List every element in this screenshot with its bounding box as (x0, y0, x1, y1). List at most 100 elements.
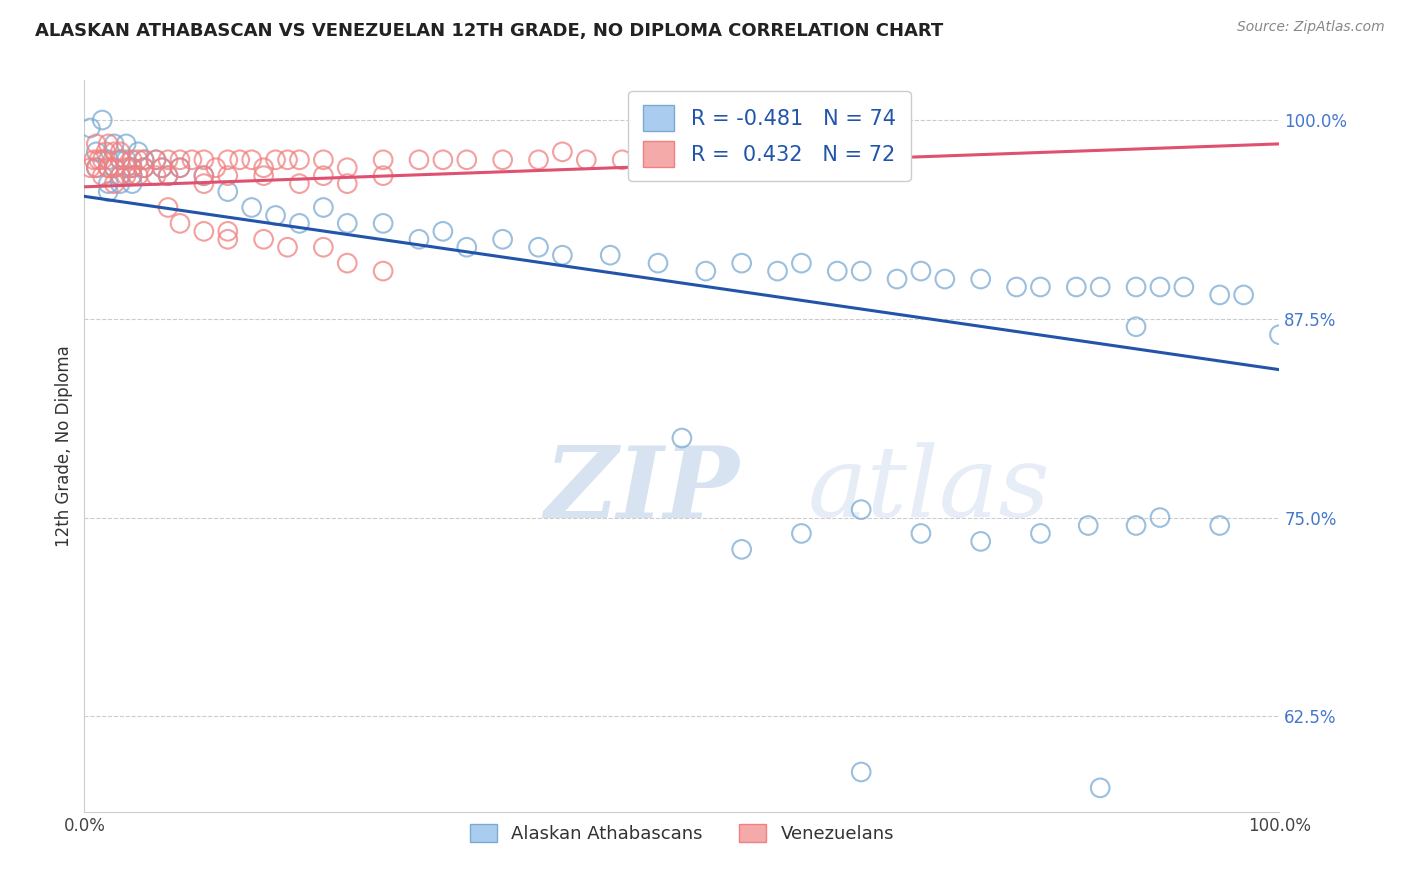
Text: ALASKAN ATHABASCAN VS VENEZUELAN 12TH GRADE, NO DIPLOMA CORRELATION CHART: ALASKAN ATHABASCAN VS VENEZUELAN 12TH GR… (35, 22, 943, 40)
Point (934, 272, 956, 286)
Point (110, 153, 132, 167)
Point (575, 153, 598, 167)
Point (145, 169, 167, 183)
Point (373, 169, 395, 183)
Point (193, 177, 215, 191)
Point (373, 264, 395, 278)
Point (312, 169, 335, 183)
Point (551, 248, 574, 262)
Point (217, 153, 239, 167)
Point (612, 153, 634, 167)
Point (288, 216, 311, 230)
Point (253, 232, 276, 246)
Text: atlas: atlas (807, 442, 1050, 538)
Point (127, 153, 149, 167)
Point (79, 120, 101, 135)
Point (456, 240, 478, 254)
Point (1268, 327, 1291, 342)
Point (169, 161, 191, 175)
Point (86, 136, 108, 151)
Point (115, 153, 138, 167)
Point (766, 264, 789, 278)
Point (169, 161, 191, 175)
Point (527, 240, 550, 254)
Point (373, 153, 395, 167)
Point (1209, 288, 1232, 302)
Point (432, 153, 454, 167)
Point (599, 248, 621, 262)
Point (193, 169, 215, 183)
Point (456, 153, 478, 167)
Point (217, 224, 239, 238)
Point (97, 153, 120, 167)
Point (277, 240, 299, 254)
Point (132, 153, 156, 167)
Point (1173, 280, 1195, 294)
Point (97, 136, 120, 151)
Point (103, 136, 125, 151)
Point (851, 502, 873, 516)
Point (1209, 518, 1232, 533)
Point (264, 209, 287, 223)
Point (731, 542, 754, 557)
Point (551, 145, 574, 159)
Point (731, 256, 754, 270)
Point (312, 153, 335, 167)
Point (97, 185, 120, 199)
Point (527, 153, 550, 167)
Point (790, 256, 813, 270)
Point (1233, 288, 1256, 302)
Point (150, 161, 173, 175)
Y-axis label: 12th Grade, No Diploma: 12th Grade, No Diploma (55, 345, 73, 547)
Point (312, 201, 335, 215)
Point (970, 272, 993, 286)
Point (1066, 280, 1088, 294)
Point (790, 526, 813, 541)
Point (1125, 518, 1147, 533)
Point (91, 169, 114, 183)
Point (145, 153, 167, 167)
Point (253, 169, 276, 183)
Point (970, 534, 993, 549)
Point (851, 264, 873, 278)
Text: Source: ZipAtlas.com: Source: ZipAtlas.com (1237, 20, 1385, 34)
Point (86, 161, 108, 175)
Point (1149, 510, 1171, 524)
Point (827, 264, 849, 278)
Point (288, 177, 311, 191)
Point (1125, 319, 1147, 334)
Point (127, 145, 149, 159)
Legend: Alaskan Athabascans, Venezuelans: Alaskan Athabascans, Venezuelans (463, 816, 901, 850)
Point (103, 145, 125, 159)
Point (132, 161, 156, 175)
Point (97, 177, 120, 191)
Point (277, 153, 299, 167)
Point (336, 256, 359, 270)
Point (336, 216, 359, 230)
Point (169, 216, 191, 230)
Point (193, 169, 215, 183)
Point (181, 153, 204, 167)
Point (217, 185, 239, 199)
Point (1125, 280, 1147, 294)
Point (110, 169, 132, 183)
Point (121, 169, 143, 183)
Point (1090, 780, 1112, 795)
Point (1077, 518, 1099, 533)
Point (115, 136, 138, 151)
Point (115, 169, 138, 183)
Point (103, 177, 125, 191)
Point (91, 113, 114, 128)
Point (240, 201, 263, 215)
Point (97, 161, 120, 175)
Point (910, 526, 932, 541)
Point (217, 169, 239, 183)
Point (86, 145, 108, 159)
Point (408, 232, 430, 246)
Point (103, 161, 125, 175)
Point (336, 177, 359, 191)
Point (94, 145, 117, 159)
Point (193, 224, 215, 238)
Point (205, 161, 228, 175)
Point (91, 153, 114, 167)
